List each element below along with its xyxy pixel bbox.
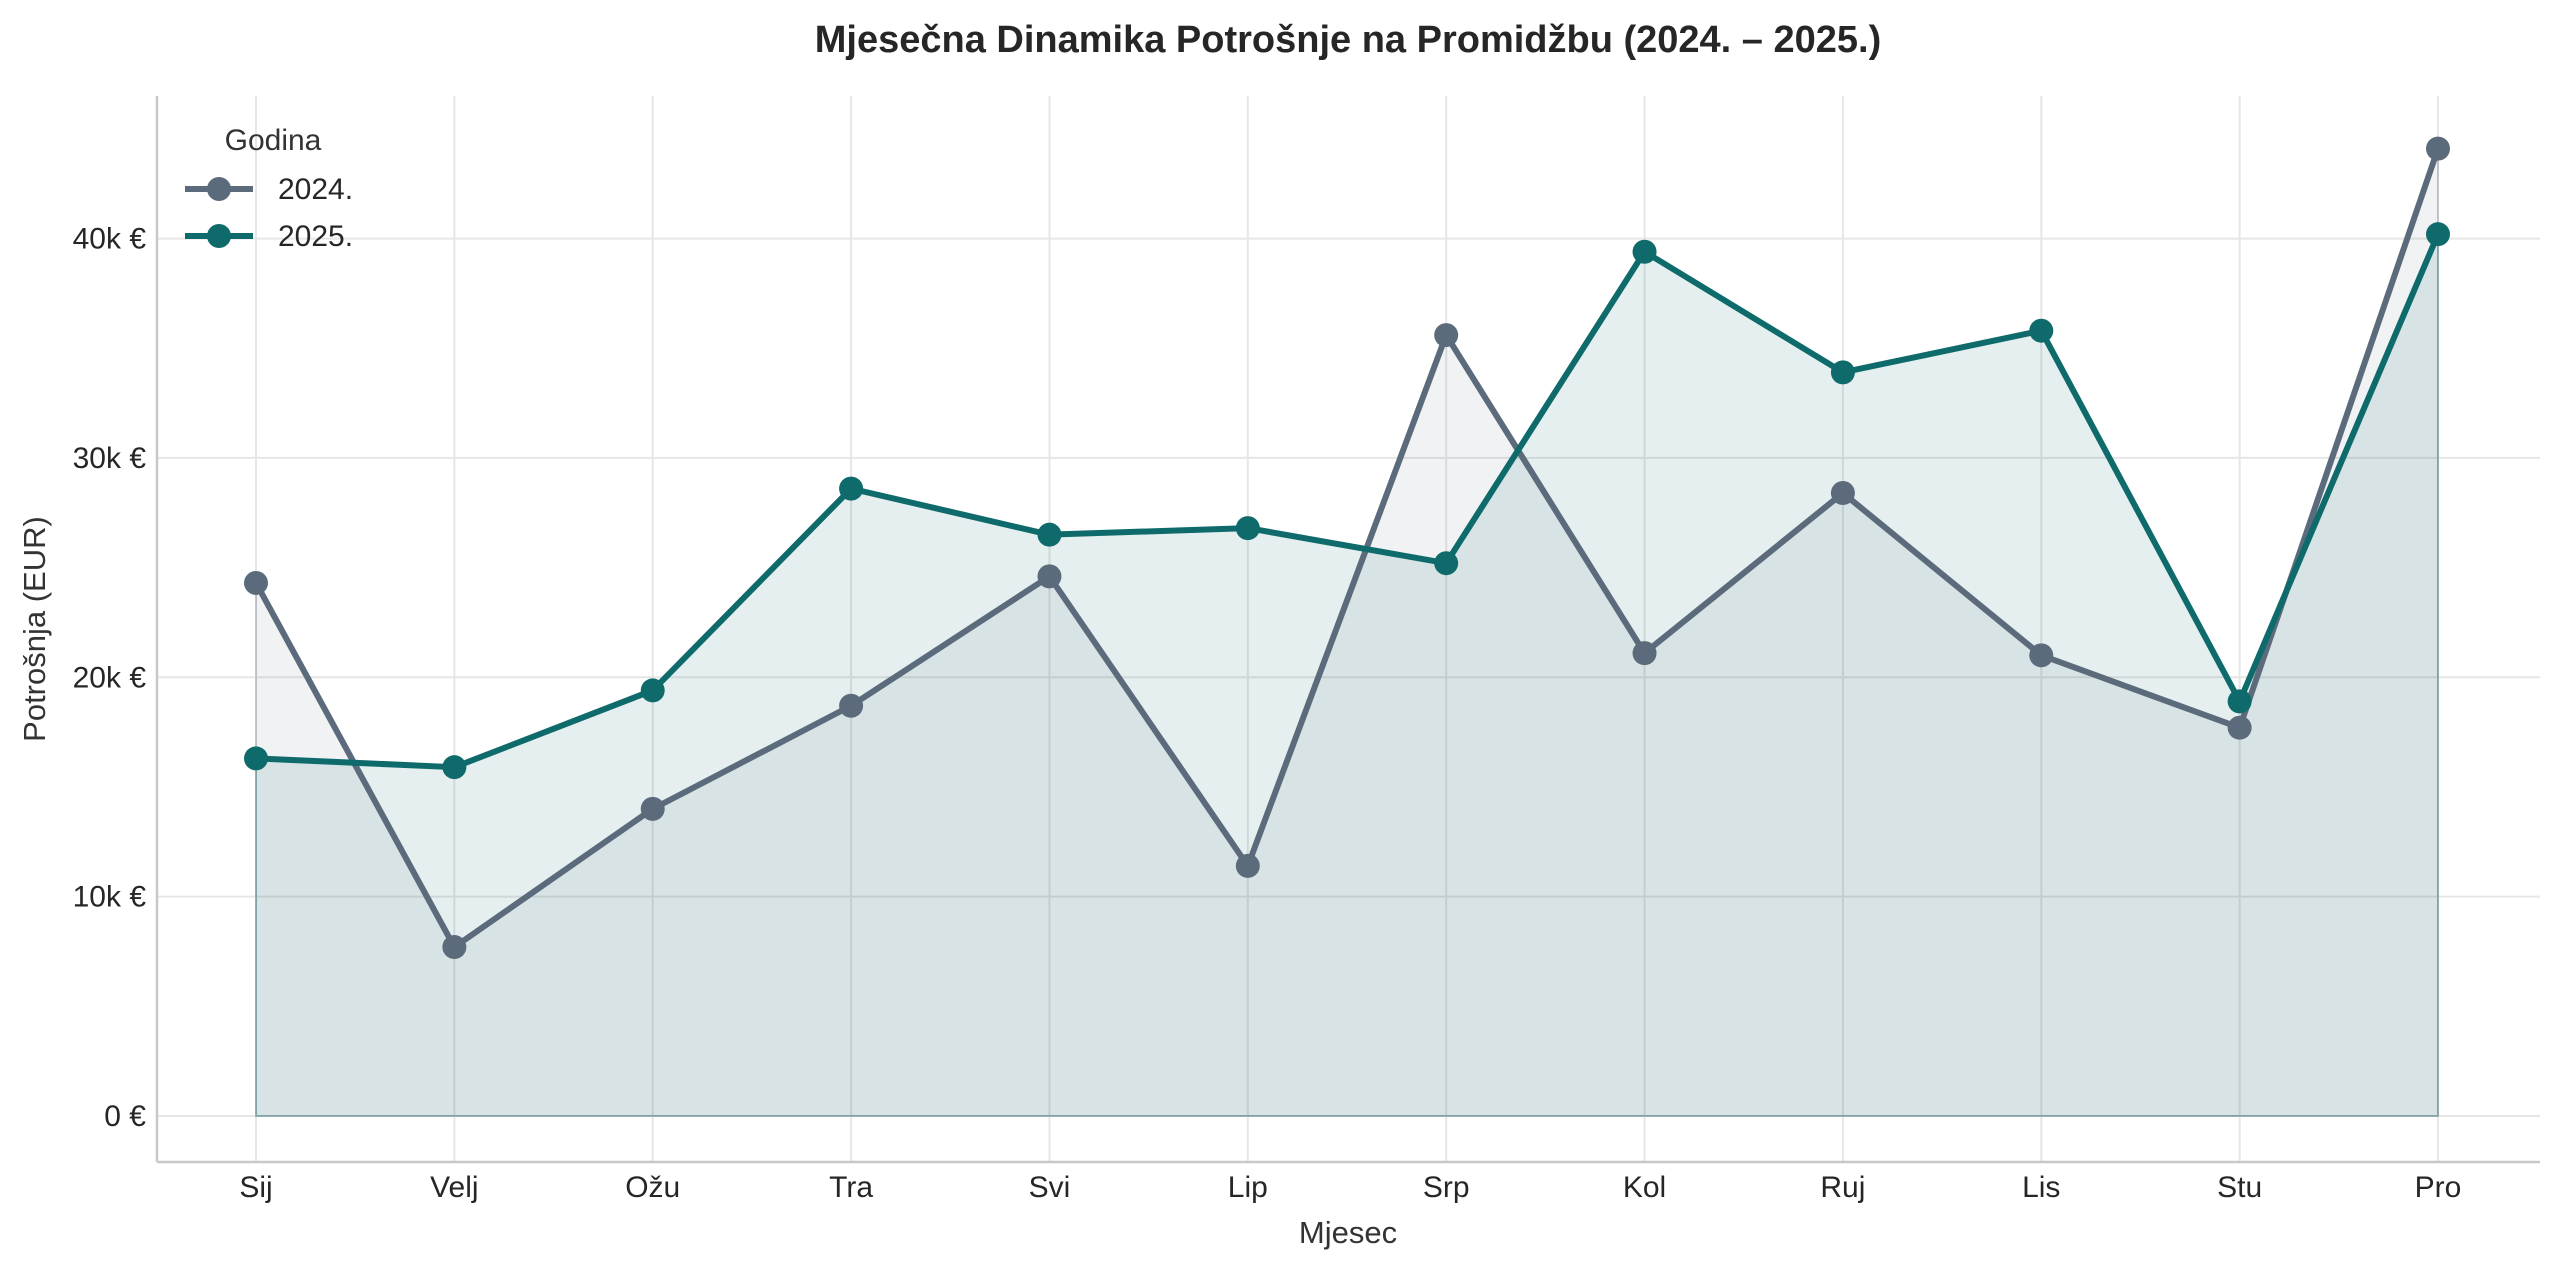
axes <box>155 96 2540 1164</box>
legend: Godina 2024. 2025. <box>185 124 353 253</box>
point-2025-Kol <box>1632 239 1657 264</box>
legend-title: Godina <box>225 124 322 157</box>
point-2024-Lis <box>2029 643 2054 668</box>
point-2025-Tra <box>839 476 864 501</box>
y-tick-label: 30k € <box>73 442 147 475</box>
x-tick-label: Tra <box>829 1171 873 1204</box>
point-2024-Stu <box>2227 715 2252 740</box>
point-2024-Pro <box>2426 136 2450 161</box>
series-lines <box>253 145 2441 951</box>
point-2024-Lip <box>1235 853 1260 878</box>
legend-entry-2024: 2024. <box>185 173 353 206</box>
point-2025-Ruj <box>1830 360 1855 385</box>
y-tick-label: 20k € <box>73 661 147 694</box>
chart-title: Mjesečna Dinamika Potrošnje na Promidžbu… <box>815 19 1882 61</box>
legend-label-2025: 2025. <box>278 220 353 253</box>
point-2025-Lip <box>1235 516 1260 541</box>
x-tick-label: Srp <box>1423 1171 1470 1204</box>
data-points <box>244 136 2450 960</box>
legend-label-2024: 2024. <box>278 173 353 206</box>
point-2025-Pro <box>2426 222 2450 247</box>
x-tick-label: Kol <box>1623 1171 1666 1204</box>
y-tick-label: 0 € <box>104 1100 146 1133</box>
point-2025-Stu <box>2227 689 2252 714</box>
x-tick-label: Svi <box>1029 1171 1071 1204</box>
x-tick-label: Lip <box>1228 1171 1268 1204</box>
point-2024-Kol <box>1632 641 1657 666</box>
point-2024-Ožu <box>640 796 665 821</box>
point-2025-Lis <box>2029 318 2054 343</box>
x-tick-label: Pro <box>2415 1171 2462 1204</box>
point-2025-Ožu <box>640 678 665 703</box>
x-tick-label: Stu <box>2217 1171 2262 1204</box>
point-2025-Srp <box>1434 551 1459 576</box>
x-tick-label: Velj <box>430 1171 478 1204</box>
area-fills <box>255 148 2439 1117</box>
tick-labels: Sij Velj Ožu Tra Svi Lip Srp Kol Ruj Lis Stu Pro 0 €… <box>73 223 2462 1204</box>
x-tick-label: Sij <box>239 1171 272 1204</box>
legend-entry-2025: 2025. <box>185 220 353 253</box>
y-tick-label: 40k € <box>73 223 147 256</box>
point-2024-Srp <box>1434 323 1459 348</box>
x-axis-label: Mjesec <box>1299 1215 1397 1250</box>
y-tick-label: 10k € <box>73 881 147 914</box>
point-2025-Velj <box>442 755 467 780</box>
point-2025-Svi <box>1037 522 1062 547</box>
line-2024 <box>253 145 2441 951</box>
area-2025 <box>255 233 2439 1117</box>
point-2024-Tra <box>839 693 864 718</box>
point-2024-Sij <box>244 570 268 595</box>
legend-marker-2024 <box>207 177 231 201</box>
grid <box>157 96 2540 1162</box>
point-2024-Ruj <box>1830 481 1855 506</box>
line-2025 <box>253 231 2441 771</box>
point-2024-Svi <box>1037 564 1062 589</box>
x-tick-label: Ožu <box>625 1171 680 1204</box>
point-2024-Velj <box>442 935 467 960</box>
y-axis-label: Potrošnja (EUR) <box>17 516 52 742</box>
legend-marker-2025 <box>207 224 231 248</box>
x-tick-label: Lis <box>2022 1171 2060 1204</box>
x-tick-label: Ruj <box>1820 1171 1865 1204</box>
point-2025-Sij <box>244 746 268 771</box>
